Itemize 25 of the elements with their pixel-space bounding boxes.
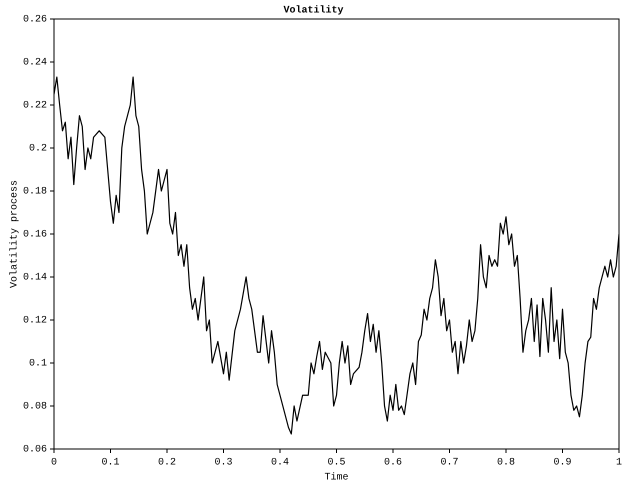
y-tick-label: 0.24: [22, 58, 48, 69]
y-tick-label: 0.08: [22, 402, 48, 413]
y-tick-label: 0.16: [22, 230, 48, 241]
y-tick-label: 0.18: [22, 186, 48, 198]
x-tick-label: 0.8: [496, 458, 516, 469]
y-axis-title: Volatility process: [8, 180, 21, 288]
chart-title: Volatility: [283, 4, 344, 17]
x-tick-label: 0: [50, 458, 58, 469]
x-tick-label: 0.2: [158, 458, 176, 469]
x-tick-label: 0.7: [440, 458, 459, 469]
x-tick-label: 0.1: [101, 458, 120, 469]
x-tick-label: 1: [616, 458, 622, 469]
y-tick-label: 0.22: [22, 100, 48, 112]
y-tick-label: 0.14: [22, 272, 48, 284]
y-tick-label: 0.26: [22, 14, 48, 26]
x-tick-label: 0.5: [327, 458, 346, 469]
x-tick-label: 0.3: [214, 458, 233, 469]
y-tick-label: 0.06: [22, 444, 48, 456]
x-tick-label: 0.4: [270, 458, 290, 469]
y-tick-label: 0.12: [22, 316, 48, 327]
x-axis-title: Time: [324, 472, 349, 484]
x-tick-label: 0.6: [384, 458, 402, 469]
y-tick-label: 0.2: [28, 144, 48, 155]
y-tick-label: 0.1: [28, 358, 48, 370]
x-tick-label: 0.9: [553, 458, 572, 469]
